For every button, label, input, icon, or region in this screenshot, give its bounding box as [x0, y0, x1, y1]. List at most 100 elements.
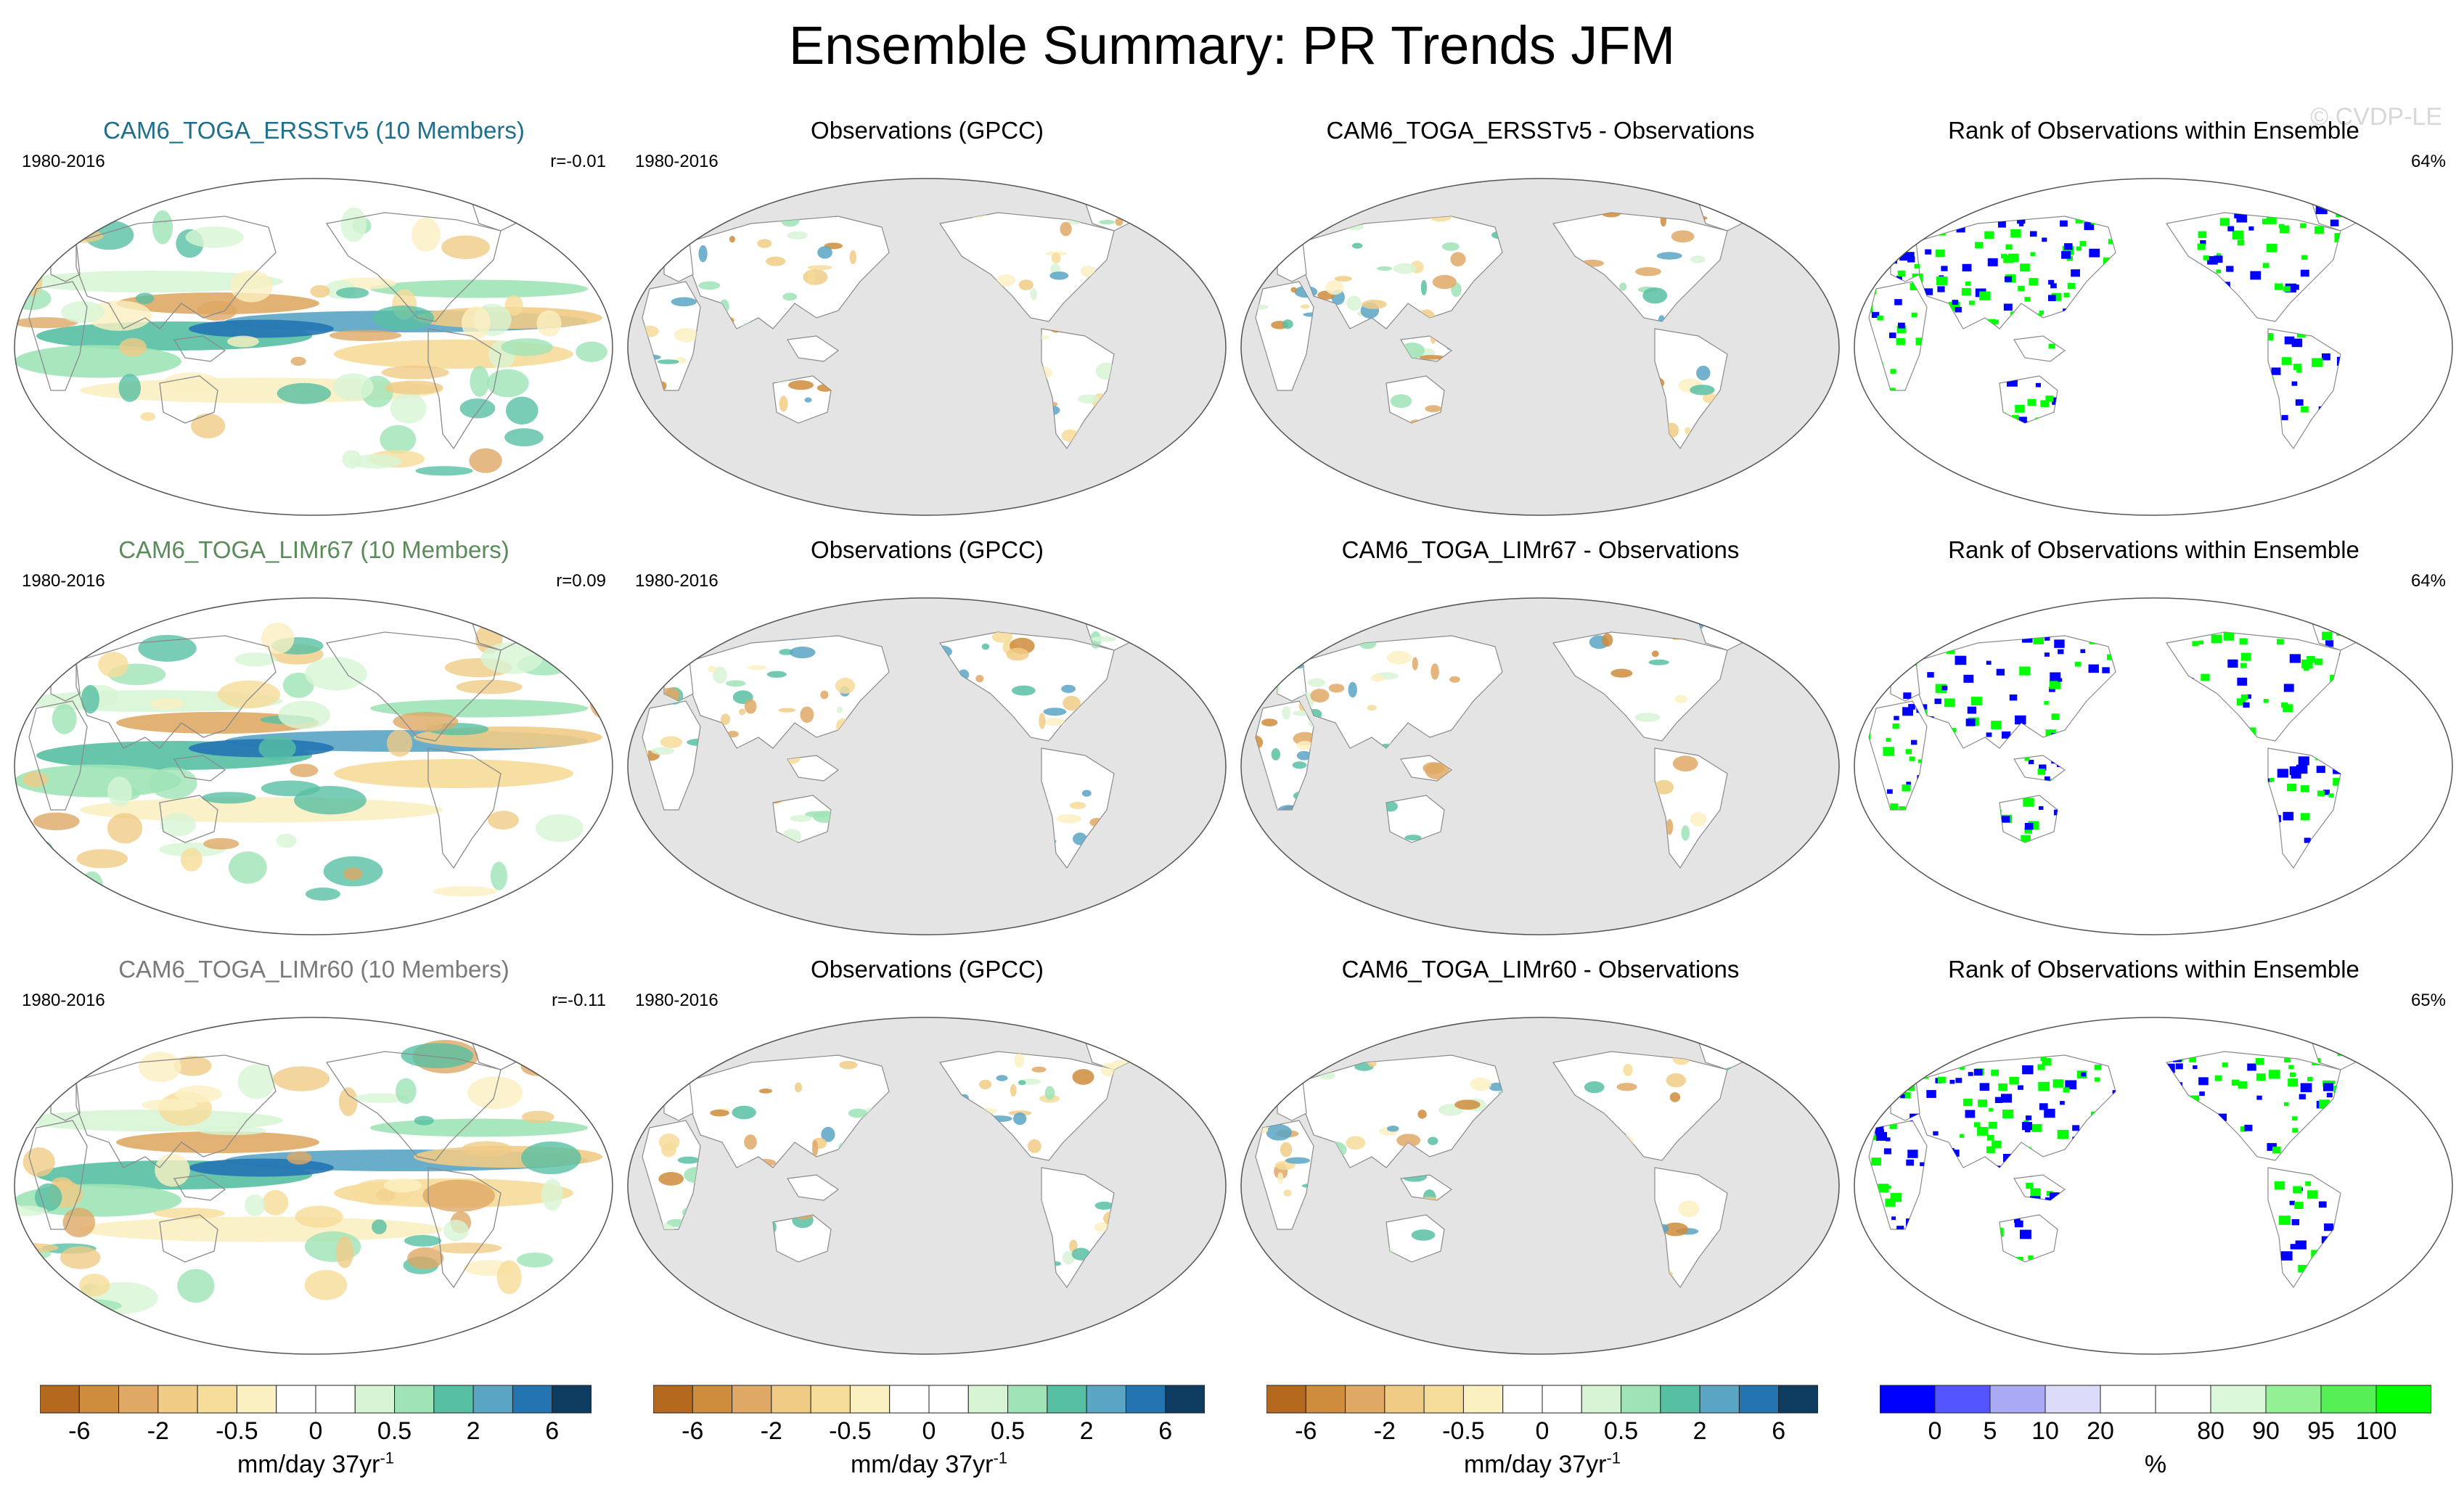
rank-cell: [2427, 471, 2437, 479]
rank-cell: [1883, 200, 1894, 208]
rank-cell: [1857, 1355, 1863, 1359]
rank-cell: [2447, 934, 2457, 941]
field-patch: [1810, 1309, 1824, 1320]
rank-cell: [1909, 1317, 1920, 1326]
rank-cell: [2402, 939, 2406, 941]
field-patch: [1822, 1266, 1832, 1275]
rank-cell: [2439, 665, 2446, 671]
field-patch: [1371, 674, 1384, 682]
rank-cell: [2442, 252, 2451, 259]
rank-cell: [2389, 657, 2394, 660]
rank-cell: [2375, 467, 2383, 473]
rank-cell: [2038, 769, 2046, 774]
field-patch: [732, 930, 742, 941]
field-patch: [790, 815, 811, 822]
rank-cell: [2026, 1115, 2031, 1120]
rank-cell: [2058, 1130, 2069, 1139]
rank-cell: [1857, 1025, 1866, 1032]
field-patch: [15, 345, 181, 378]
field-patch: [1282, 706, 1290, 719]
rank-cell: [1980, 518, 1986, 521]
rank-cell: [2426, 598, 2436, 607]
rank-cell: [2404, 654, 2415, 663]
rank-cell: [2267, 244, 2277, 253]
rank-cell: [1868, 935, 1879, 941]
rank-cell: [2292, 1128, 2298, 1132]
rank-cell: [2054, 639, 2064, 648]
field-patch: [487, 369, 529, 398]
field-patch: [1669, 1012, 1690, 1019]
rank-cell: [2455, 888, 2460, 896]
field-patch: [382, 366, 449, 380]
field-patch: [1407, 512, 1414, 521]
colorbar-swatch: [1166, 1385, 1205, 1413]
rank-cell: [2369, 1015, 2377, 1021]
colorbar-tick-label: -2: [1374, 1417, 1396, 1446]
rank-cell: [1866, 648, 1875, 655]
field-patch: [643, 484, 662, 496]
field-patch: [1290, 892, 1301, 901]
rank-cell: [1955, 1078, 1962, 1083]
rank-cell: [2288, 1078, 2298, 1086]
field-patch: [1237, 438, 1260, 446]
field-patch: [1065, 1012, 1084, 1023]
rank-cell: [2281, 1251, 2293, 1261]
rank-cell: [2028, 399, 2037, 406]
rank-cell: [1936, 250, 1945, 257]
rank-cell: [2382, 599, 2393, 607]
field-patch: [1234, 1022, 1251, 1032]
field-patch: [330, 330, 401, 341]
rank-cell: [1998, 221, 2006, 228]
rank-cell: [2230, 594, 2235, 599]
rank-cell: [1907, 226, 1918, 235]
rank-cell: [1934, 699, 1941, 704]
rank-cell: [2410, 494, 2420, 503]
field-patch: [1818, 1258, 1838, 1272]
colorbar-tick-label: 0: [1928, 1417, 1942, 1446]
rank-cell: [1849, 1077, 1854, 1081]
rank-cell: [2419, 903, 2424, 906]
rank-cell: [2457, 878, 2460, 882]
colorbar-swatch: [1503, 1385, 1542, 1413]
rank-cell: [1940, 635, 1951, 644]
field-patch: [787, 231, 808, 239]
field-patch: [155, 1154, 190, 1187]
field-patch: [81, 685, 99, 713]
colorbar-tick-label: 0.5: [991, 1417, 1025, 1446]
rank-cell: [2240, 638, 2248, 644]
rank-cell: [1886, 738, 1891, 742]
field-patch: [1102, 1014, 1111, 1029]
rank-cell: [2443, 1258, 2454, 1266]
field-patch: [1296, 1047, 1303, 1054]
rank-cell: [2201, 1354, 2209, 1360]
field-patch: [414, 1116, 434, 1126]
rank-cell: [2449, 1311, 2455, 1316]
field-patch: [1433, 275, 1457, 289]
rank-cell: [2264, 699, 2269, 703]
field-patch: [747, 665, 766, 671]
rank-cell: [2087, 173, 2096, 181]
field-patch: [1234, 1043, 1253, 1058]
rank-cell: [1898, 271, 1905, 276]
field-patch: [1796, 1083, 1816, 1096]
field-patch: [1182, 472, 1205, 487]
field-patch: [1442, 592, 1453, 607]
rank-cell: [2059, 173, 2066, 179]
field-patch: [52, 704, 77, 734]
field-patch: [839, 1061, 857, 1070]
rank-cell: [2365, 1013, 2370, 1017]
field-patch: [1387, 651, 1412, 665]
rank-cell: [2449, 396, 2455, 401]
rank-cell: [1962, 288, 1971, 295]
colorbar-swatch: [2211, 1385, 2266, 1413]
field-patch: [1127, 474, 1146, 488]
colorbar-tick-label: 0.5: [1604, 1417, 1638, 1446]
field-patch: [621, 607, 641, 624]
rank-cell: [2283, 812, 2293, 821]
colorbar-swatch: [158, 1385, 197, 1413]
rank-cell: [2023, 798, 2034, 806]
rank-cell: [1936, 276, 1947, 285]
field-patch: [305, 657, 367, 690]
colorbar-tick-label: 5: [1984, 1417, 1997, 1446]
rank-cell: [2459, 381, 2460, 388]
